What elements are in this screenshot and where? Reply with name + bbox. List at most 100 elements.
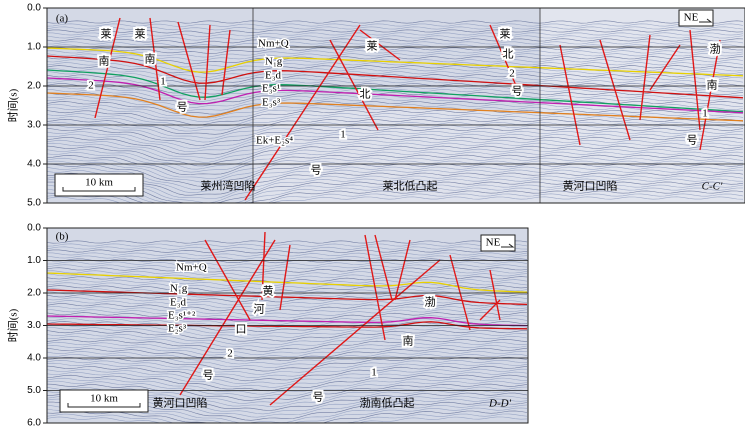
- reflector: [46, 38, 744, 44]
- reflector: [46, 148, 744, 170]
- y-tick-label: 2.0: [27, 81, 41, 92]
- reflector: [46, 124, 744, 143]
- stratum-label: E₂s³: [168, 323, 187, 335]
- reflector: [46, 92, 744, 106]
- stratum-label: N₁g: [170, 283, 188, 295]
- reflector: [46, 380, 528, 398]
- ne-label: NE: [684, 12, 699, 24]
- reflector: [46, 267, 528, 274]
- fault-label: 莱: [135, 28, 146, 41]
- reflector: [46, 332, 528, 345]
- reflector: [47, 172, 744, 196]
- y-axis-title: 时间(s): [7, 88, 20, 122]
- fault-label: 河: [254, 303, 265, 316]
- fault: [489, 24, 521, 96]
- fault-label: 北: [503, 48, 514, 61]
- fault-label: 南: [145, 53, 156, 66]
- y-tick-label: 5.0: [27, 198, 41, 209]
- fault-label: 1: [702, 108, 708, 120]
- fault: [279, 244, 291, 311]
- reflector: [46, 347, 528, 362]
- reflector: [46, 344, 528, 359]
- reflector: [46, 338, 528, 352]
- reflector: [46, 297, 528, 306]
- y-tick-label: 1.0: [27, 42, 41, 53]
- fault: [359, 29, 401, 61]
- reflector: [46, 353, 528, 369]
- y-axis-title: 时间(s): [7, 308, 20, 342]
- fault-label: 黄: [263, 284, 274, 298]
- reflector: [46, 89, 744, 102]
- y-tick-label: 3.0: [27, 120, 41, 131]
- seismic-panel: 0.0 1.0 2.0 3.0 4.0 5.0 6.0 时间(s) (b) NE Nm+Q N₁g E₃…: [7, 223, 529, 429]
- reflector: [46, 306, 528, 316]
- fault: [639, 34, 651, 121]
- fault: [261, 231, 266, 301]
- stratum-label: E₃s¹: [262, 83, 280, 95]
- fault-label: 北: [360, 88, 371, 101]
- reflector: [46, 252, 528, 257]
- reflector: [47, 41, 744, 48]
- reflector: [46, 35, 744, 41]
- fault: [364, 234, 386, 341]
- fault-label: 渤: [425, 296, 436, 309]
- reflector: [46, 59, 744, 68]
- reflector: [46, 365, 528, 382]
- region-label: 渤南低凸起: [360, 397, 415, 410]
- reflector: [46, 98, 744, 112]
- y-tick-label: 1.0: [27, 255, 41, 266]
- panel-frame: [46, 227, 529, 424]
- fault: [559, 44, 581, 146]
- reflector: [46, 68, 744, 78]
- reflector: [46, 157, 744, 179]
- region-label: 黄河口凹陷: [563, 179, 618, 193]
- reflector: [46, 32, 744, 38]
- y-tick-label: 6.0: [27, 418, 41, 429]
- y-tick-label: 0.0: [27, 3, 41, 14]
- reflector: [46, 181, 744, 204]
- reflector: [46, 71, 744, 82]
- reflector: [46, 276, 528, 283]
- reflector: [46, 273, 528, 280]
- reflector: [46, 26, 744, 31]
- fault: [489, 269, 501, 321]
- reflector: [46, 279, 528, 286]
- fault-label: 号: [313, 391, 324, 404]
- reflector: [46, 154, 744, 176]
- scale-bar: [67, 403, 141, 408]
- fault-label: 口: [236, 324, 247, 336]
- reflector: [46, 294, 528, 303]
- reflector: [46, 121, 744, 139]
- fault: [449, 254, 471, 331]
- reflector: [46, 184, 744, 204]
- region-label: 莱州湾凹陷: [201, 179, 256, 193]
- reflector: [46, 362, 528, 379]
- reflector: [46, 115, 744, 132]
- reflector: [46, 335, 528, 349]
- reflector: [46, 288, 528, 297]
- reflector: [46, 359, 528, 375]
- stratum-label: Nm+Q: [176, 262, 207, 274]
- fault: [329, 39, 379, 131]
- reflector: [46, 323, 528, 336]
- stratum-label: E₃d: [265, 70, 282, 82]
- fault: [221, 29, 231, 96]
- fault-label: 渤: [710, 43, 721, 56]
- fault-label: 莱: [500, 28, 511, 41]
- reflector: [46, 300, 528, 310]
- ne-arrow: [501, 243, 515, 248]
- reflector: [46, 371, 528, 388]
- panel-frame: [46, 7, 745, 204]
- reflector: [46, 315, 528, 326]
- horizon: [46, 55, 744, 99]
- reflector: [46, 20, 744, 24]
- reflector: [46, 285, 528, 293]
- fault-label: 南: [403, 335, 414, 348]
- fault: [269, 259, 441, 406]
- y-tick-label: 5.0: [27, 385, 41, 396]
- horizon: [46, 315, 528, 327]
- reflector: [46, 142, 744, 163]
- seismic-panel: 0.01.02.03.04.05.0时间(s)(a) NENm+QN₁gE₃dE₃…: [7, 3, 745, 209]
- fault-label: 号: [687, 134, 698, 147]
